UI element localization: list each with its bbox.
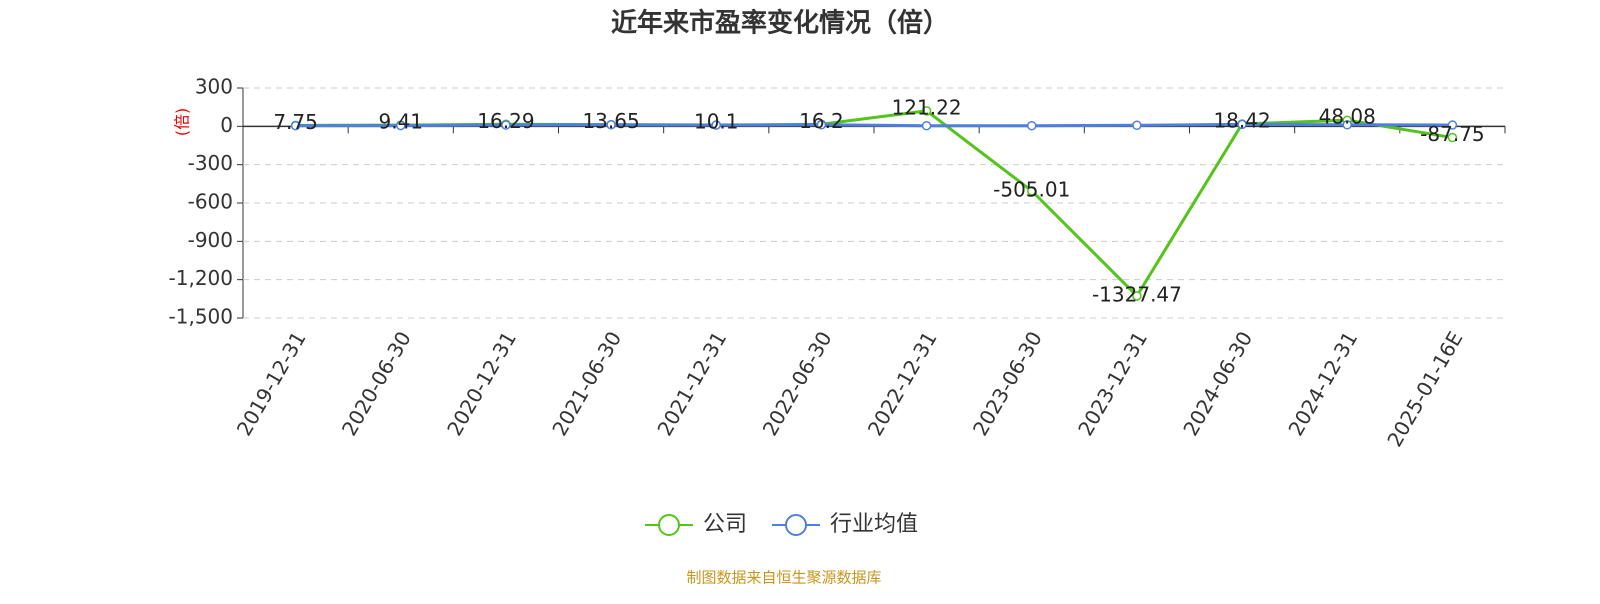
point-marker [1132,120,1142,131]
y-tick-label: -900 [188,228,233,252]
y-tick-label: 300 [195,75,233,99]
x-tick-label: 2021-06-30 [547,327,626,440]
data-label: 7.75 [273,110,318,134]
x-tick-label: 2025-01-16E [1382,327,1467,451]
point-marker [1447,132,1458,143]
y-tick-label: -600 [188,190,233,214]
legend-label: 行业均值 [830,512,918,537]
x-tick-label: 2022-06-30 [758,327,837,440]
point-marker [816,120,827,130]
data-label: 10.1 [694,110,739,134]
data-label: 9.41 [378,110,423,134]
x-tick-label: 2020-12-31 [442,327,521,440]
point-marker [711,120,721,130]
data-label: 48.08 [1319,105,1376,129]
data-label: -1327.47 [1092,282,1182,306]
data-label: 121.22 [892,95,962,119]
legend-marker [658,514,680,536]
point-marker [290,120,301,131]
data-label: 16.29 [477,109,534,133]
x-tick-label: 2021-12-31 [652,327,731,440]
x-tick-label: 2020-06-30 [337,327,416,440]
legend-label: 公司 [703,512,747,537]
point-marker [1447,120,1458,130]
y-tick-label: -300 [188,151,233,175]
data-label: 16.2 [799,109,844,133]
data-label: 13.65 [582,109,639,133]
point-marker [1342,120,1352,130]
y-axis-label: (倍) [173,108,192,137]
point-marker [1027,120,1037,131]
x-tick-label: 2023-12-31 [1073,327,1152,440]
x-tick-label: 2019-12-31 [232,327,311,440]
point-marker [1027,186,1037,196]
data-label: -505.01 [993,177,1070,201]
data-label: -87.75 [1420,122,1484,146]
y-tick-label: -1,500 [169,305,233,329]
point-marker [921,120,932,131]
legend-marker [785,514,807,536]
point-marker [1237,119,1247,130]
x-tick-label: 2023-06-30 [968,327,1047,440]
point-marker [606,120,616,130]
x-tick-label: 2022-12-31 [863,327,942,440]
data-label: 18.42 [1213,108,1270,132]
source-note: 制图数据来自恒生聚源数据库 [686,569,881,587]
point-marker [1132,291,1142,301]
x-tick-label: 2024-12-31 [1283,327,1362,440]
point-marker [921,106,932,116]
y-tick-label: 0 [220,113,233,137]
series-line [295,122,1453,128]
x-tick-label: 2024-06-30 [1178,327,1257,440]
point-marker [396,120,406,131]
chart-title: 近年来市盈率变化情况（倍） [611,8,949,39]
y-tick-label: -1,200 [169,266,233,290]
point-marker [501,120,511,130]
